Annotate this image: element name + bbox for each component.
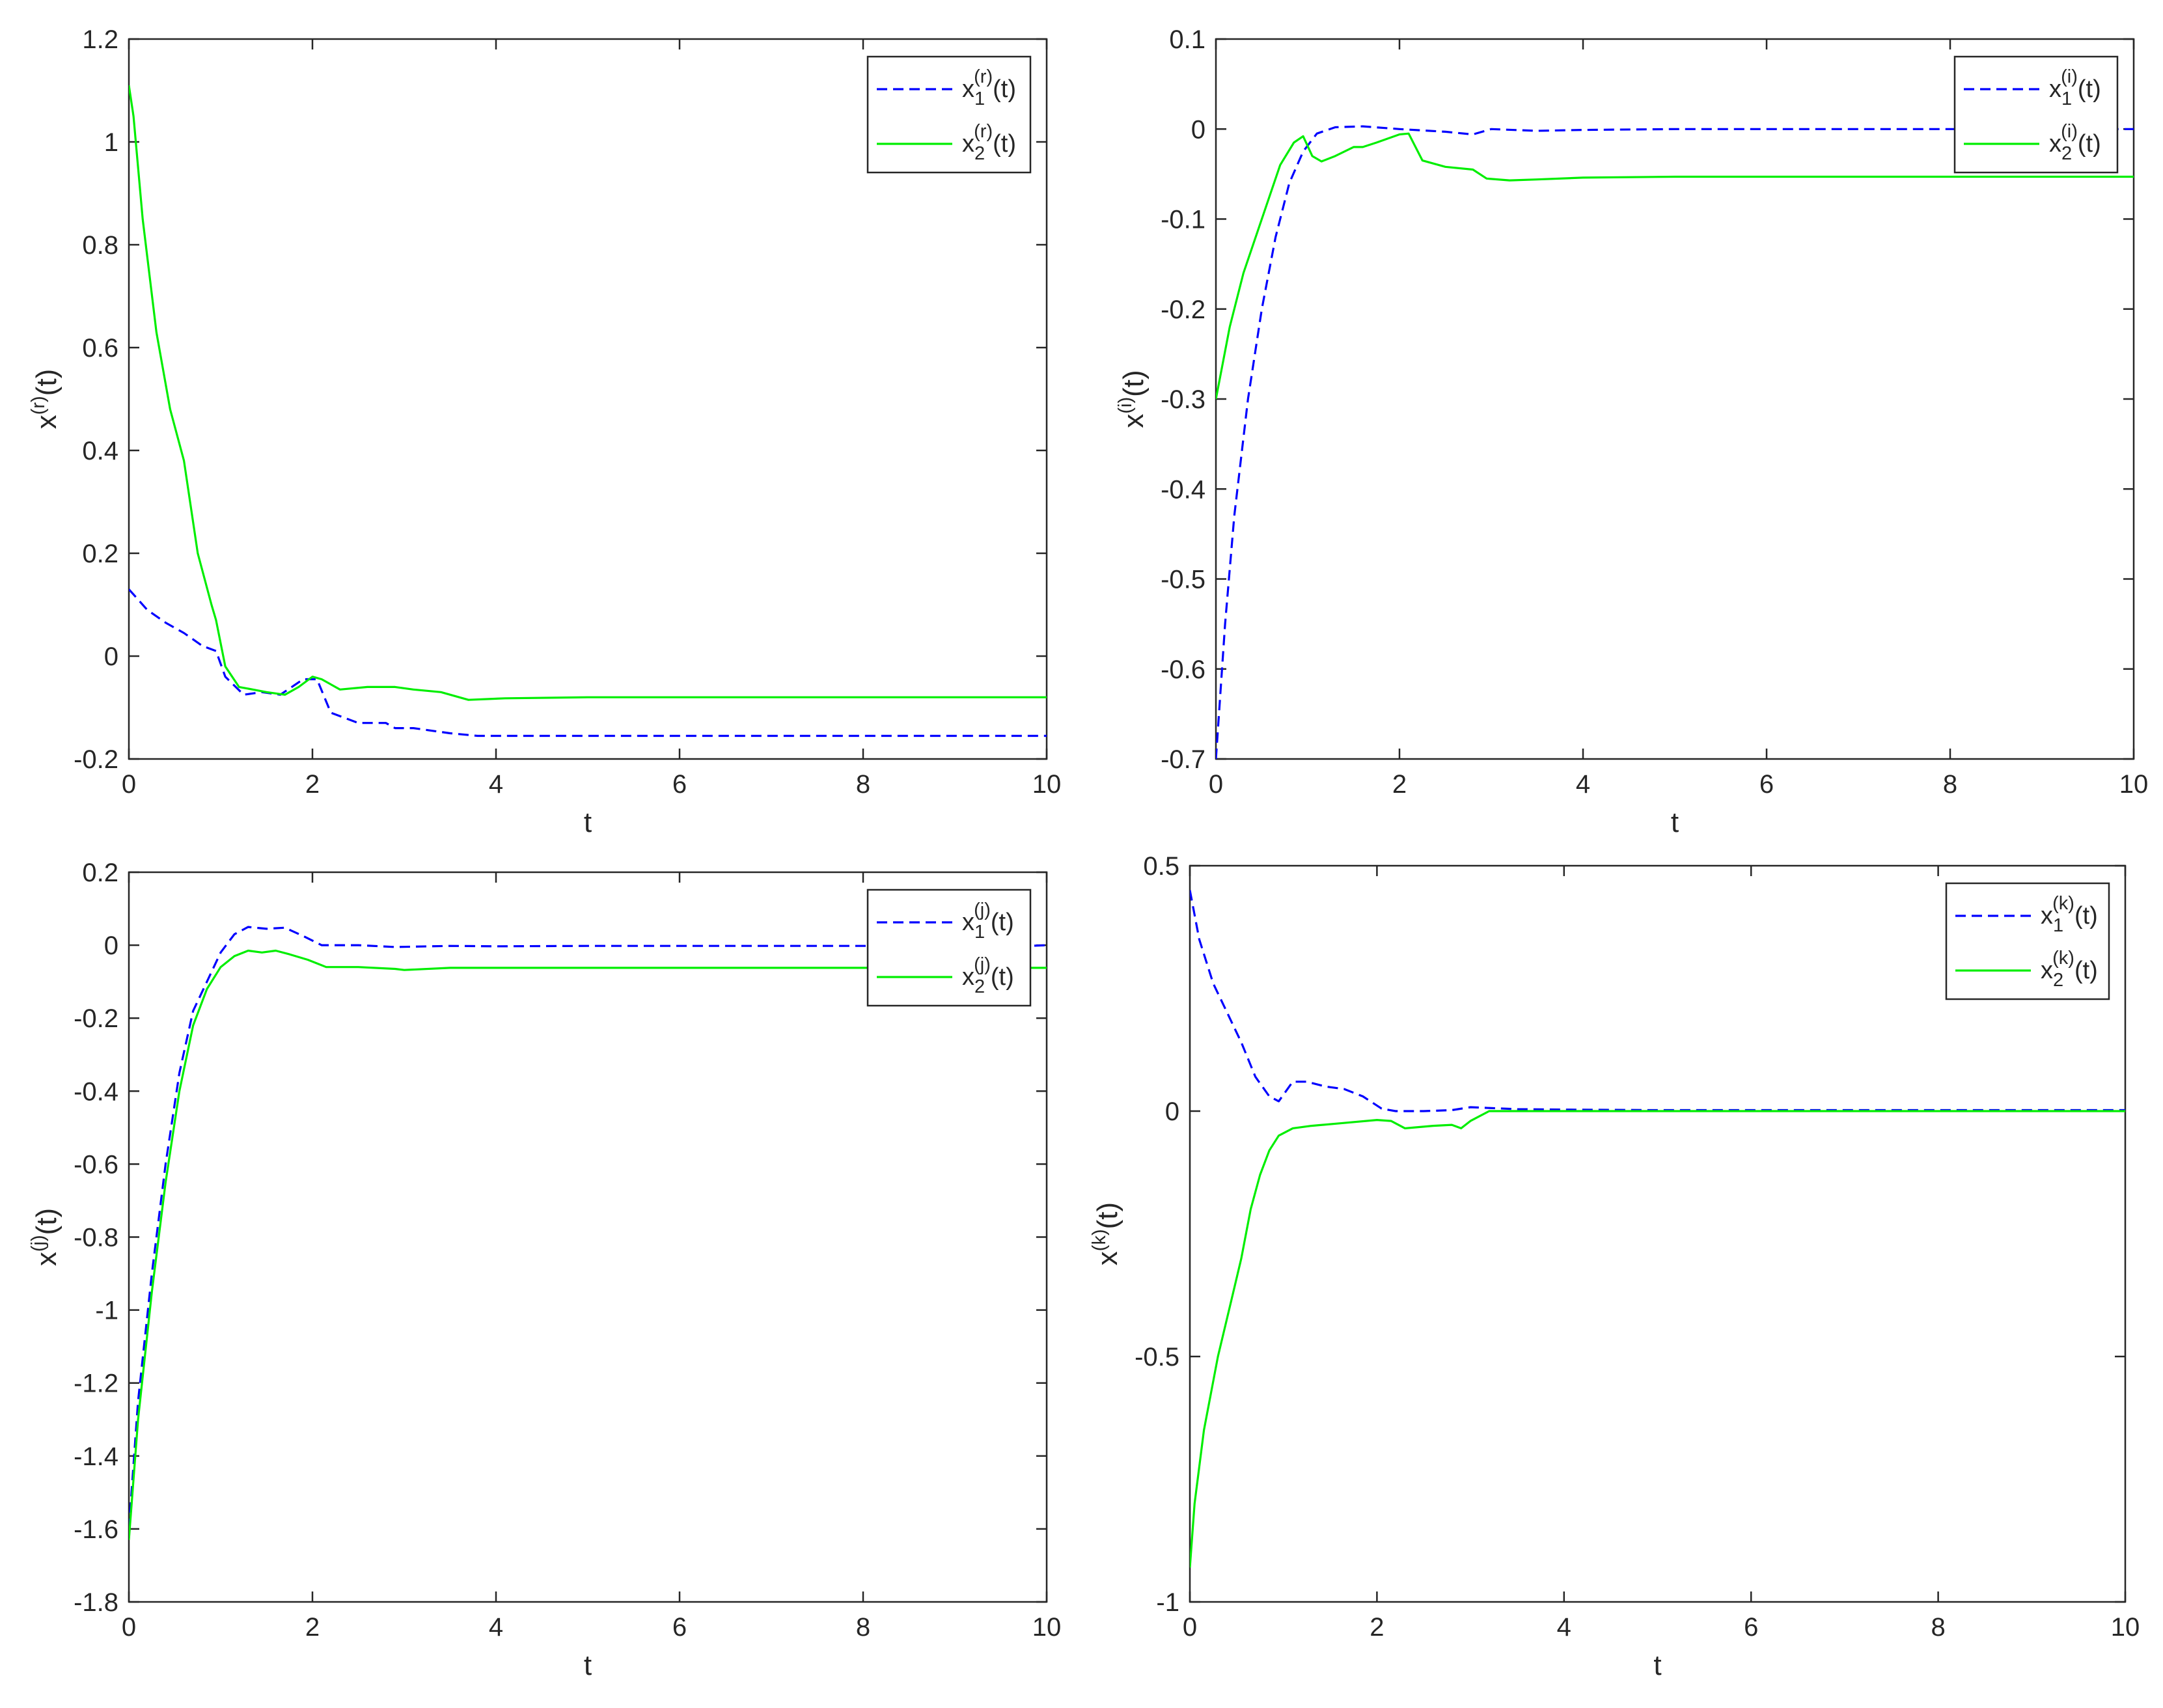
y-tick-label: 0.6 bbox=[82, 334, 118, 363]
x-axis-label: t bbox=[1653, 1649, 1661, 1681]
series-line-2 bbox=[1216, 132, 2134, 400]
subplot-i: 0 2 4 6 8 10 -0.7 -0.6 -0.5 -0.4 -0.3 -0.2 -0.1 0 0.1 t… bbox=[1115, 25, 2148, 838]
x-tick-label: 10 bbox=[1032, 770, 1062, 799]
y-tick-label: -1.6 bbox=[74, 1515, 118, 1544]
x-tick-label: 4 bbox=[1557, 1613, 1571, 1642]
y-axis-label: x(k)(t) bbox=[1089, 1202, 1123, 1265]
y-tick-label: -0.4 bbox=[1161, 475, 1205, 504]
y-tick-label: -0.1 bbox=[1161, 206, 1205, 234]
x-axis-label: t bbox=[1671, 806, 1679, 838]
legend-entry-2: x2(i)(t) bbox=[2049, 121, 2101, 164]
y-tick-label: 0.2 bbox=[82, 540, 118, 568]
series-line-2 bbox=[129, 949, 1047, 1540]
x-tick-label: 6 bbox=[672, 770, 687, 799]
legend-entry-2: x2(r)(t) bbox=[962, 121, 1016, 164]
y-tick-label: -1 bbox=[95, 1297, 118, 1325]
x-tick-label: 4 bbox=[1576, 770, 1590, 799]
y-tick-label: 0 bbox=[1165, 1097, 1179, 1126]
x-tick-label: 8 bbox=[856, 770, 870, 799]
subplot-j: 0 2 4 6 8 10 -1.8 -1.6 -1.4 -1.2 -1 -0.8 -0.6 -0.4 -0.… bbox=[28, 859, 1061, 1681]
legend-box bbox=[1953, 55, 2119, 174]
y-tick-label: -1.8 bbox=[74, 1588, 118, 1617]
y-tick-label: 1.2 bbox=[82, 25, 118, 54]
subplot-r: 0 2 4 6 8 10-0.200.20.40.60.811.2tx(r)(t)x1(r… bbox=[28, 25, 1061, 838]
y-tick-label: -0.2 bbox=[74, 1004, 118, 1033]
axes-box bbox=[128, 38, 1048, 760]
x-tick-label: 2 bbox=[1392, 770, 1407, 799]
x-tick-label: 0 bbox=[1183, 1613, 1197, 1642]
y-tick-label: 0.8 bbox=[82, 231, 118, 260]
x-tick-label: 10 bbox=[1032, 1613, 1062, 1642]
x-axis-label: t bbox=[584, 1649, 592, 1681]
x-tick-label: 10 bbox=[2119, 770, 2149, 799]
y-tick-label: 0.4 bbox=[82, 437, 118, 465]
y-tick-label: -0.3 bbox=[1161, 385, 1205, 414]
y-tick-label: -0.5 bbox=[1161, 566, 1205, 594]
y-tick-label: -0.2 bbox=[1161, 296, 1205, 324]
y-tick-label: 0.5 bbox=[1143, 852, 1179, 881]
y-tick-label: -0.8 bbox=[74, 1224, 118, 1252]
y-axis-label: x(i)(t) bbox=[1115, 370, 1150, 428]
legend: x1(r)(t) x2(r)(t) bbox=[866, 55, 1032, 174]
legend-entry-1: x1(k)(t) bbox=[2041, 893, 2098, 936]
legend: x1(i)(t) x2(i)(t) bbox=[1953, 55, 2119, 174]
y-axis-label: x(j)(t) bbox=[28, 1208, 62, 1266]
x-tick-label: 2 bbox=[305, 770, 320, 799]
legend-entry-1: x1(r)(t) bbox=[962, 66, 1016, 109]
y-tick-label: 0 bbox=[104, 931, 118, 960]
legend-entry-1: x1(j)(t) bbox=[962, 900, 1014, 943]
legend-entry-2: x2(j)(t) bbox=[962, 954, 1014, 997]
series-line-2 bbox=[1190, 1110, 2125, 1568]
y-tick-label: -1.2 bbox=[74, 1370, 118, 1398]
y-axis-label: x(r)(t) bbox=[28, 369, 62, 430]
x-tick-label: 2 bbox=[1370, 1613, 1384, 1642]
legend-entry-1: x1(i)(t) bbox=[2049, 66, 2101, 109]
legend-box bbox=[866, 888, 1032, 1007]
y-tick-label: 0.2 bbox=[82, 859, 118, 887]
x-tick-label: 8 bbox=[1943, 770, 1957, 799]
y-tick-label: -0.6 bbox=[74, 1150, 118, 1179]
x-tick-label: 6 bbox=[1744, 1613, 1758, 1642]
y-tick-label: -0.5 bbox=[1135, 1343, 1179, 1371]
x-tick-label: 0 bbox=[1209, 770, 1223, 799]
y-tick-label: -1.4 bbox=[74, 1442, 118, 1471]
x-tick-label: 4 bbox=[489, 1613, 503, 1642]
y-tick-label: -0.6 bbox=[1161, 655, 1205, 684]
legend: x1(j)(t) x2(j)(t) bbox=[866, 888, 1032, 1007]
series-line-1 bbox=[129, 588, 1047, 737]
series-line-1 bbox=[1216, 125, 2134, 759]
series-line-1 bbox=[1190, 890, 2125, 1112]
x-tick-label: 4 bbox=[489, 770, 503, 799]
legend-box bbox=[1945, 882, 2110, 1000]
x-tick-label: 0 bbox=[122, 1613, 136, 1642]
x-tick-label: 2 bbox=[305, 1613, 320, 1642]
legend-entry-2: x2(k)(t) bbox=[2041, 948, 2098, 991]
legend-box bbox=[866, 55, 1032, 174]
y-tick-label: -0.4 bbox=[74, 1077, 118, 1106]
y-tick-label: 0 bbox=[104, 642, 118, 671]
series-line-2 bbox=[129, 85, 1047, 701]
series-line-1 bbox=[129, 926, 1047, 1530]
y-tick-label: 0.1 bbox=[1169, 25, 1205, 54]
legend: x1(k)(t) x2(k)(t) bbox=[1945, 882, 2110, 1000]
subplot-k: 0 2 4 6 8 10 -1 -0.5 0 0.5 t x(k)(t) x1(k)(t) x2(k)(t… bbox=[1089, 852, 2140, 1681]
y-tick-label: -0.7 bbox=[1161, 745, 1205, 774]
x-tick-label: 0 bbox=[122, 770, 136, 799]
axes-box bbox=[1189, 864, 2127, 1603]
x-tick-label: 6 bbox=[1759, 770, 1774, 799]
y-tick-label: -1 bbox=[1156, 1588, 1179, 1617]
y-tick-label: -0.2 bbox=[74, 745, 118, 774]
x-tick-label: 8 bbox=[856, 1613, 870, 1642]
y-tick-label: 0 bbox=[1191, 115, 1205, 144]
x-tick-label: 8 bbox=[1931, 1613, 1945, 1642]
y-tick-label: 1 bbox=[104, 128, 118, 157]
x-tick-label: 6 bbox=[672, 1613, 687, 1642]
x-axis-label: t bbox=[584, 806, 592, 838]
x-tick-label: 10 bbox=[2111, 1613, 2140, 1642]
